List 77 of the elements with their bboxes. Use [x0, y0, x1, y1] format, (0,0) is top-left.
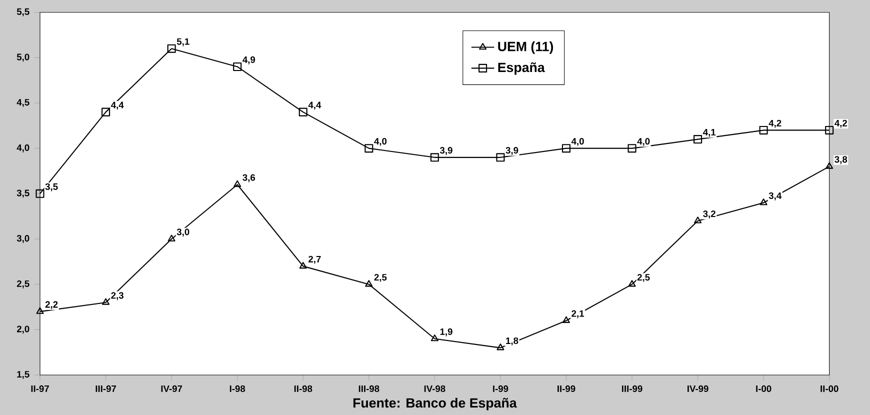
y-tick-label: 4,0: [16, 144, 30, 152]
data-label: 4,0: [571, 138, 584, 146]
y-tick-label: 3,5: [16, 190, 30, 198]
data-label: 3,8: [834, 156, 848, 164]
point: [694, 216, 702, 224]
x-tick-label: I-99: [493, 385, 508, 392]
point: [759, 126, 768, 134]
legend-label: España: [498, 62, 545, 75]
point: [628, 280, 636, 287]
point: [234, 180, 242, 188]
data-label: 2,5: [374, 274, 387, 282]
x-tick-label: II-97: [31, 385, 49, 392]
point: [628, 144, 636, 153]
data-label: 4,4: [308, 102, 322, 110]
point: [694, 135, 702, 144]
x-tick-label: IV-98: [424, 385, 446, 392]
data-label: 3,4: [768, 192, 782, 200]
data-label: 2,5: [637, 274, 650, 282]
x-tick-label: IV-97: [161, 385, 182, 392]
x-tick-label: I-00: [756, 385, 772, 392]
data-label: 3,2: [703, 210, 716, 218]
point: [364, 144, 374, 153]
point: [430, 153, 439, 162]
point: [298, 108, 308, 116]
data-label: 1,9: [440, 328, 452, 336]
y-tick-label: 5,0: [16, 54, 30, 62]
point: [167, 44, 176, 53]
y-tick-label: 5,5: [16, 8, 30, 16]
data-label: 4,2: [768, 120, 782, 128]
point: [826, 162, 834, 169]
data-label: 4,0: [637, 138, 650, 146]
point: [760, 198, 768, 206]
point: [825, 126, 834, 134]
point: [562, 316, 570, 323]
data-label: 4,1: [702, 129, 716, 137]
point: [430, 334, 438, 342]
point: [233, 62, 242, 72]
point: [562, 144, 570, 153]
x-tick-label: IV-99: [688, 385, 708, 392]
data-label: 3,9: [506, 147, 518, 155]
y-tick-label: 3,0: [16, 235, 30, 243]
y-tick-label: 2,5: [16, 280, 30, 288]
data-label: 2,7: [308, 256, 321, 264]
legend-label: UEM (11): [498, 41, 554, 54]
x-tick-label: III-98: [358, 385, 380, 392]
y-tick-label: 2,0: [16, 326, 30, 334]
y-tick-label: 1,5: [17, 371, 30, 379]
y-tick-label: 4,5: [16, 99, 30, 107]
data-label: 3,5: [45, 183, 58, 192]
point: [496, 344, 504, 350]
data-label: 2,1: [572, 310, 584, 318]
data-label: 4,9: [242, 56, 256, 64]
data-label: 2,3: [111, 292, 124, 300]
point: [299, 262, 307, 269]
point: [36, 307, 44, 314]
point: [496, 153, 505, 162]
x-tick-label: II-98: [294, 385, 312, 392]
data-label: 4,0: [374, 138, 387, 146]
data-label: 4,2: [834, 120, 847, 128]
point: [365, 280, 373, 287]
data-label: 5,1: [176, 38, 190, 46]
point: [102, 298, 110, 305]
data-label: 2,2: [45, 301, 58, 310]
x-tick-label: I-98: [230, 385, 246, 392]
x-tick-label: III-99: [622, 385, 642, 392]
point: [36, 189, 44, 198]
source-note: Fuente: Banco de España: [353, 398, 517, 410]
point: [102, 108, 110, 116]
x-tick-label: III-97: [96, 385, 116, 392]
data-label: 3,6: [242, 174, 256, 182]
data-label: 3,0: [176, 228, 190, 237]
point: [168, 234, 176, 242]
x-tick-label: II-00: [820, 385, 838, 392]
data-label: 1,8: [506, 337, 518, 346]
data-label: 3,9: [440, 147, 452, 155]
data-label: 4,4: [110, 102, 124, 110]
x-tick-label: II-99: [558, 385, 576, 392]
